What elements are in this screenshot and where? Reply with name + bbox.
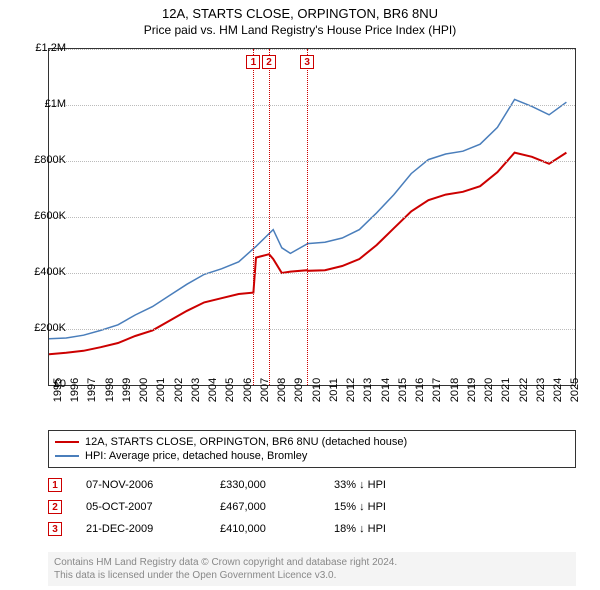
transaction-vline: [307, 49, 308, 385]
plot-area: 12 3: [48, 48, 576, 386]
transaction-date: 21-DEC-2009: [86, 523, 196, 535]
gridline: [49, 161, 575, 162]
transaction-table: 1 07-NOV-2006 £330,000 33% ↓ HPI 2 05-OCT-200…: [48, 474, 576, 540]
x-tick-label: 2000: [138, 378, 150, 402]
x-tick-label: 2024: [552, 378, 564, 402]
gridline: [49, 329, 575, 330]
x-tick-label: 2020: [483, 378, 495, 402]
transaction-vline: [253, 49, 254, 385]
x-tick-label: 2001: [155, 378, 167, 402]
legend-row: HPI: Average price, detached house, Brom…: [55, 449, 569, 463]
footer-line-1: Contains HM Land Registry data © Crown c…: [54, 556, 570, 569]
transaction-marker: 2: [262, 55, 276, 69]
legend-swatch: [55, 455, 79, 457]
transaction-price: £410,000: [220, 523, 310, 535]
transaction-row: 1 07-NOV-2006 £330,000 33% ↓ HPI: [48, 474, 576, 496]
gridline: [49, 273, 575, 274]
x-tick-label: 2005: [224, 378, 236, 402]
gridline: [49, 105, 575, 106]
x-tick-label: 2011: [328, 378, 340, 402]
y-tick-label: £1M: [45, 98, 66, 110]
transaction-diff: 18% ↓ HPI: [334, 523, 434, 535]
x-tick-label: 2023: [535, 378, 547, 402]
transaction-marker-small: 2: [48, 500, 62, 514]
y-tick-label: £1.2M: [35, 42, 66, 54]
legend: 12A, STARTS CLOSE, ORPINGTON, BR6 8NU (d…: [48, 430, 576, 468]
y-tick-label: £800K: [34, 154, 66, 166]
transaction-marker-small: 3: [48, 522, 62, 536]
x-tick-label: 2025: [569, 378, 581, 402]
y-tick-label: £600K: [34, 210, 66, 222]
x-tick-label: 2014: [380, 378, 392, 402]
legend-row: 12A, STARTS CLOSE, ORPINGTON, BR6 8NU (d…: [55, 435, 569, 449]
x-tick-label: 2007: [259, 378, 271, 402]
transaction-vline: [269, 49, 270, 385]
x-tick-label: 2004: [207, 378, 219, 402]
x-tick-label: 2015: [397, 378, 409, 402]
transaction-date: 07-NOV-2006: [86, 479, 196, 491]
x-tick-label: 1996: [69, 378, 81, 402]
x-tick-label: 2008: [276, 378, 288, 402]
transaction-row: 3 21-DEC-2009 £410,000 18% ↓ HPI: [48, 518, 576, 540]
legend-swatch: [55, 441, 79, 443]
transaction-diff: 15% ↓ HPI: [334, 501, 434, 513]
legend-label: HPI: Average price, detached house, Brom…: [85, 450, 307, 462]
footer: Contains HM Land Registry data © Crown c…: [48, 552, 576, 586]
x-tick-label: 1995: [52, 378, 64, 402]
x-tick-label: 2019: [466, 378, 478, 402]
x-tick-label: 1997: [86, 378, 98, 402]
x-tick-label: 1998: [104, 378, 116, 402]
x-tick-label: 2002: [173, 378, 185, 402]
chart-container: 12A, STARTS CLOSE, ORPINGTON, BR6 8NU Pr…: [0, 0, 600, 590]
transaction-diff: 33% ↓ HPI: [334, 479, 434, 491]
x-tick-label: 1999: [121, 378, 133, 402]
y-tick-label: £200K: [34, 322, 66, 334]
x-tick-label: 2022: [518, 378, 530, 402]
chart-title: 12A, STARTS CLOSE, ORPINGTON, BR6 8NU: [0, 0, 600, 21]
legend-label: 12A, STARTS CLOSE, ORPINGTON, BR6 8NU (d…: [85, 436, 407, 448]
transaction-price: £467,000: [220, 501, 310, 513]
x-tick-label: 2010: [311, 378, 323, 402]
y-tick-label: £400K: [34, 266, 66, 278]
transaction-marker-small: 1: [48, 478, 62, 492]
x-tick-label: 2021: [500, 378, 512, 402]
transaction-row: 2 05-OCT-2007 £467,000 15% ↓ HPI: [48, 496, 576, 518]
x-tick-label: 2016: [414, 378, 426, 402]
transaction-price: £330,000: [220, 479, 310, 491]
footer-line-2: This data is licensed under the Open Gov…: [54, 569, 570, 582]
gridline: [49, 217, 575, 218]
transaction-date: 05-OCT-2007: [86, 501, 196, 513]
x-tick-label: 2013: [362, 378, 374, 402]
x-tick-label: 2009: [293, 378, 305, 402]
x-tick-label: 2018: [449, 378, 461, 402]
x-tick-label: 2003: [190, 378, 202, 402]
x-tick-label: 2006: [242, 378, 254, 402]
transaction-marker: 1: [246, 55, 260, 69]
x-tick-label: 2012: [345, 378, 357, 402]
chart-subtitle: Price paid vs. HM Land Registry's House …: [0, 21, 600, 41]
gridline: [49, 49, 575, 50]
x-tick-label: 2017: [431, 378, 443, 402]
transaction-marker: 3: [300, 55, 314, 69]
